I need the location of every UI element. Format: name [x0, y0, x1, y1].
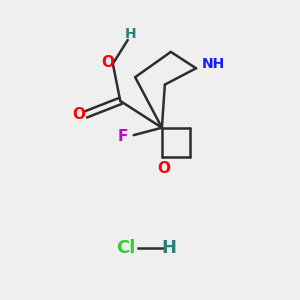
Text: Cl: Cl	[116, 239, 136, 257]
Text: H: H	[125, 27, 136, 41]
Text: F: F	[117, 129, 128, 144]
Text: NH: NH	[201, 57, 225, 71]
Text: O: O	[72, 107, 85, 122]
Text: H: H	[162, 239, 177, 257]
Text: O: O	[157, 161, 170, 176]
Text: O: O	[101, 55, 114, 70]
